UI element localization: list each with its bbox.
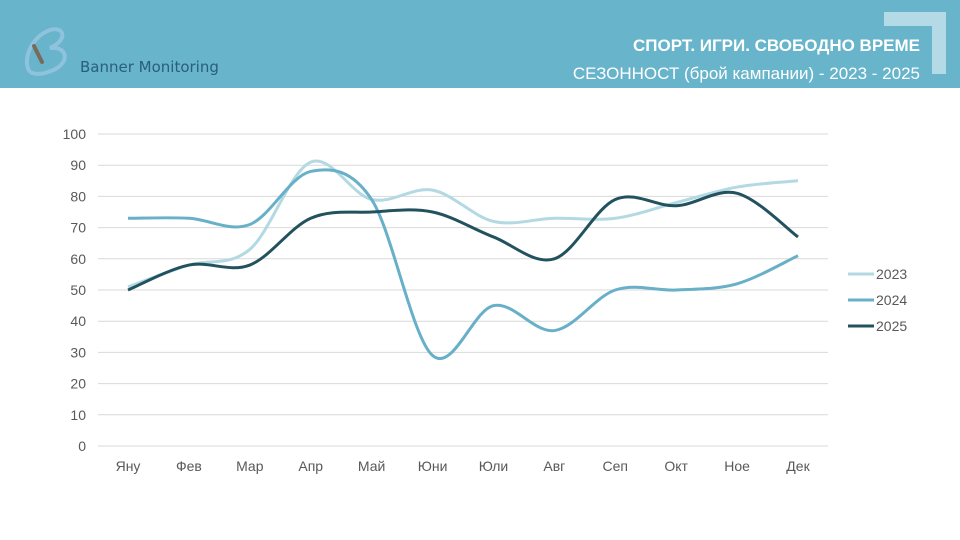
- series-line-2025: [127, 190, 799, 292]
- x-tick-label: Окт: [664, 458, 688, 474]
- x-tick-label: Май: [358, 458, 385, 474]
- x-tick-label: Дек: [786, 458, 810, 474]
- x-tick-label: Авг: [543, 458, 565, 474]
- y-tick-label: 80: [70, 188, 86, 204]
- y-tick-label: 50: [70, 282, 86, 298]
- series-line-2023: [127, 159, 799, 289]
- page-subtitle: СЕЗОННОСТ (брой кампании) - 2023 - 2025: [572, 64, 920, 83]
- y-tick-label: 20: [70, 376, 86, 392]
- x-tick-label: Фев: [176, 458, 202, 474]
- series-line-2024: [127, 168, 799, 360]
- y-tick-label: 0: [78, 438, 86, 454]
- brand-name: Banner Monitoring: [80, 58, 219, 76]
- y-tick-label: 60: [70, 251, 86, 267]
- y-tick-label: 30: [70, 344, 86, 360]
- y-tick-label: 10: [70, 407, 86, 423]
- corner-decoration: [884, 12, 946, 74]
- page-title: СПОРТ. ИГРИ. СВОБОДНО ВРЕМЕ: [633, 36, 920, 55]
- x-tick-label: Сеп: [603, 458, 628, 474]
- x-tick-label: Юни: [418, 458, 448, 474]
- legend-label-2024: 2024: [876, 292, 907, 308]
- x-tick-label: Мар: [236, 458, 264, 474]
- legend-label-2023: 2023: [876, 266, 907, 282]
- x-tick-label: Яну: [116, 458, 141, 474]
- y-tick-label: 40: [70, 313, 86, 329]
- y-tick-label: 90: [70, 157, 86, 173]
- y-tick-label: 70: [70, 220, 86, 236]
- legend-label-2025: 2025: [876, 318, 907, 334]
- y-tick-label: 100: [63, 126, 87, 142]
- x-tick-label: Апр: [298, 458, 323, 474]
- x-tick-label: Юли: [479, 458, 509, 474]
- x-tick-label: Ное: [724, 458, 750, 474]
- banner-monitoring-logo-icon: [24, 27, 67, 76]
- header-banner: Banner Monitoring СПОРТ. ИГРИ. СВОБОДНО …: [0, 0, 960, 88]
